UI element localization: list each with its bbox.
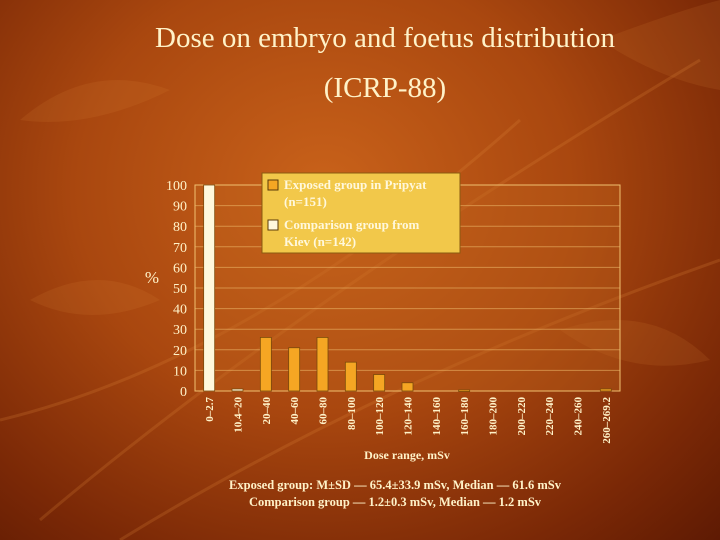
legend-label-comparison-2: Kiev (n=142)	[284, 234, 356, 249]
x-tick-label: 80–100	[346, 397, 358, 431]
y-tick-label: 0	[180, 385, 187, 400]
bar-exposed	[344, 361, 357, 392]
bar-exposed	[259, 337, 272, 392]
y-tick-label: 40	[173, 303, 187, 318]
y-tick-label: 50	[173, 282, 187, 297]
legend-box	[261, 172, 461, 254]
y-tick-label: 70	[173, 241, 187, 256]
x-tick-label: 160–180	[459, 397, 471, 436]
y-tick-labels: 0 10 20 30 40 50 60 70 80 90 100	[166, 179, 187, 400]
bar-comparison	[203, 184, 216, 392]
x-tick-label: 220–240	[544, 397, 556, 436]
y-tick-label: 10	[173, 364, 187, 379]
x-tick-label: 180–200	[488, 397, 500, 436]
legend-label-comparison-1: Comparison group from	[284, 217, 419, 232]
legend-swatch-exposed	[267, 179, 279, 191]
bar-exposed	[458, 389, 471, 392]
bar-exposed	[599, 388, 612, 392]
bar-exposed	[316, 337, 329, 392]
slide-title-line2: (ICRP-88)	[323, 72, 447, 104]
x-tick-label: 60–80	[318, 397, 330, 425]
y-tick-label: 30	[173, 323, 187, 338]
x-axis-label: Dose range, mSv	[364, 448, 450, 462]
x-tick-labels: 0–2.7 10.4–20 20–40 40–60 60–80 80–100 100–120…	[204, 397, 613, 444]
stats-exposed: Exposed group: M±SD — 65.4±33.9 mSv, Med…	[229, 478, 561, 492]
legend-label-exposed-2: (n=151)	[284, 194, 327, 209]
bar-comparison	[231, 388, 244, 392]
y-axis-label: %	[145, 268, 159, 287]
stats-comparison: Comparison group — 1.2±0.3 mSv, Median —…	[248, 495, 542, 509]
x-tick-label: 200–220	[516, 397, 528, 436]
bar-exposed	[401, 382, 414, 392]
x-tick-label: 140–160	[431, 397, 443, 436]
x-tick-label: 240–260	[573, 397, 585, 436]
legend: Exposed group in Pripyat (n=151) Compari…	[261, 172, 461, 254]
bars	[203, 184, 612, 392]
bar-exposed	[288, 347, 301, 392]
x-tick-label: 40–60	[289, 397, 301, 425]
x-tick-label: 10.4–20	[233, 397, 245, 433]
y-tick-label: 90	[173, 200, 187, 215]
y-tick-label: 100	[166, 179, 187, 194]
x-tick-label: 100–120	[374, 397, 386, 436]
x-tick-label: 120–140	[403, 397, 415, 436]
x-tick-label: 0–2.7	[204, 397, 216, 422]
y-tick-label: 20	[173, 344, 187, 359]
bar-exposed	[373, 374, 386, 392]
slide-title-line1: Dose on embryo and foetus distribution	[155, 22, 615, 54]
legend-label-exposed-1: Exposed group in Pripyat	[284, 177, 427, 192]
y-tick-label: 60	[173, 261, 187, 276]
y-tick-label: 80	[173, 220, 187, 235]
legend-swatch-comparison	[267, 219, 279, 231]
x-tick-label: 20–40	[261, 397, 273, 425]
x-tick-label: 260–269.2	[601, 397, 613, 444]
